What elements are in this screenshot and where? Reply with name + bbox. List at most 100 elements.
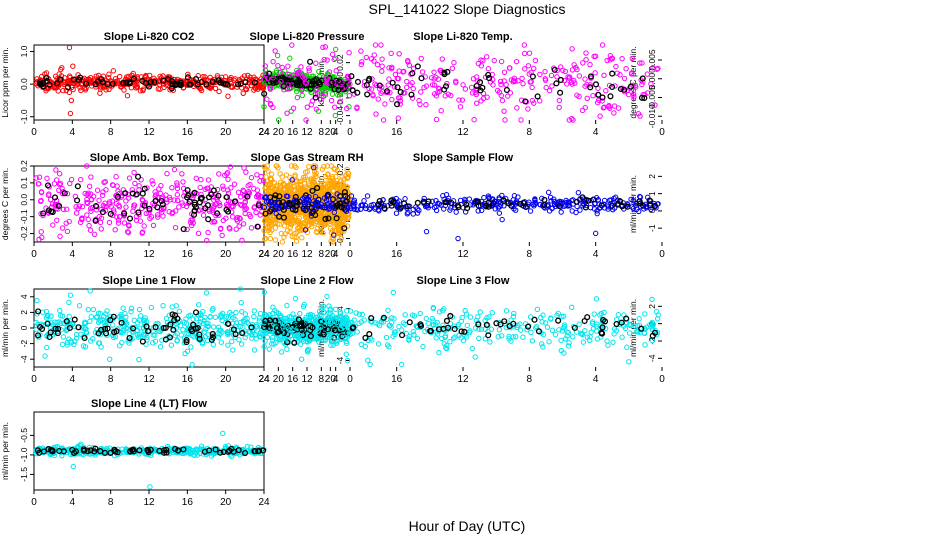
data-point	[380, 117, 387, 123]
data-point	[339, 174, 345, 180]
data-point	[99, 192, 106, 199]
panel-title: Slope Line 1 Flow	[103, 275, 196, 287]
data-point	[60, 206, 67, 213]
hourly-point	[397, 89, 404, 96]
data-point	[131, 317, 137, 324]
data-point	[174, 197, 181, 204]
panel-title: Slope Line 3 Flow	[417, 275, 510, 287]
data-point	[521, 42, 528, 48]
data-point	[498, 92, 505, 99]
y-tick-label: -4	[19, 355, 29, 363]
hourly-point	[262, 210, 269, 217]
data-point	[251, 186, 257, 192]
data-point	[113, 214, 120, 220]
data-point	[354, 104, 360, 110]
data-point	[313, 106, 320, 112]
data-point	[322, 173, 329, 180]
hourly-point	[184, 74, 192, 81]
y-tick-label: -1	[647, 224, 657, 232]
data-point	[439, 56, 445, 62]
data-point	[140, 87, 146, 94]
hourly-point	[109, 80, 116, 87]
data-point	[420, 343, 426, 350]
hourly-point	[331, 86, 338, 93]
data-point	[216, 202, 223, 209]
panel-title: Slope Li-820 Temp.	[413, 31, 512, 43]
data-point	[619, 334, 625, 340]
hourly-point	[184, 187, 191, 194]
data-point	[110, 68, 117, 74]
data-point	[326, 69, 333, 75]
y-tick-label: -4	[647, 354, 657, 362]
data-point	[615, 312, 622, 318]
series-hourly	[40, 173, 267, 233]
data-point	[268, 221, 274, 228]
data-point	[263, 201, 269, 208]
data-point	[126, 223, 132, 229]
hourly-point	[192, 75, 200, 83]
x-tick-label: 12	[143, 374, 155, 385]
hourly-point	[224, 81, 231, 88]
data-point	[278, 230, 284, 237]
outlier-point	[275, 117, 282, 123]
hourly-point	[261, 90, 268, 97]
x-tick-label: 24	[258, 249, 270, 260]
data-point	[251, 205, 257, 211]
data-point	[278, 349, 285, 355]
hourly-point	[122, 190, 129, 197]
data-point	[431, 69, 437, 75]
outlier-point	[66, 44, 73, 51]
outlier-point	[649, 296, 655, 303]
data-point	[243, 86, 250, 93]
data-point	[331, 56, 337, 63]
data-point	[267, 208, 273, 214]
data-point	[271, 200, 277, 206]
data-point	[274, 163, 280, 169]
data-point	[294, 178, 300, 184]
hourly-point	[154, 204, 161, 211]
data-point	[85, 306, 91, 313]
outlier-point	[332, 112, 339, 119]
data-point	[460, 82, 466, 88]
data-point	[163, 82, 169, 88]
y-tick-label: -2	[19, 340, 29, 348]
data-point	[76, 303, 83, 309]
data-point	[270, 75, 276, 81]
data-point	[324, 57, 330, 63]
data-point	[472, 354, 478, 360]
data-point	[470, 76, 477, 82]
hourly-point	[409, 70, 416, 77]
x-tick-label: 12	[457, 127, 469, 138]
outlier-point	[262, 235, 269, 242]
outlier-point	[592, 53, 599, 59]
outlier-point	[626, 359, 632, 365]
hourly-point	[309, 187, 316, 194]
data-point	[281, 234, 287, 240]
hourly-point	[389, 79, 396, 86]
data-point	[309, 98, 316, 104]
data-point	[55, 206, 61, 212]
data-point	[466, 196, 473, 202]
data-point	[291, 184, 298, 190]
data-point	[174, 192, 181, 198]
hourly-point	[225, 208, 232, 215]
data-point	[316, 68, 322, 75]
data-point	[70, 86, 76, 93]
data-point	[170, 209, 176, 215]
data-point	[617, 72, 623, 78]
data-point	[137, 313, 144, 319]
x-tick-label: 16	[182, 374, 194, 385]
data-point	[53, 177, 60, 183]
data-point	[59, 341, 66, 348]
data-point	[306, 67, 312, 74]
y-tick-label: -1.0	[19, 447, 29, 462]
data-point	[84, 191, 90, 198]
data-point	[299, 235, 305, 241]
hourly-point	[223, 194, 230, 201]
data-point	[373, 111, 379, 117]
data-point	[534, 306, 541, 313]
data-point	[507, 90, 514, 96]
data-point	[117, 343, 123, 349]
data-point	[276, 221, 283, 228]
